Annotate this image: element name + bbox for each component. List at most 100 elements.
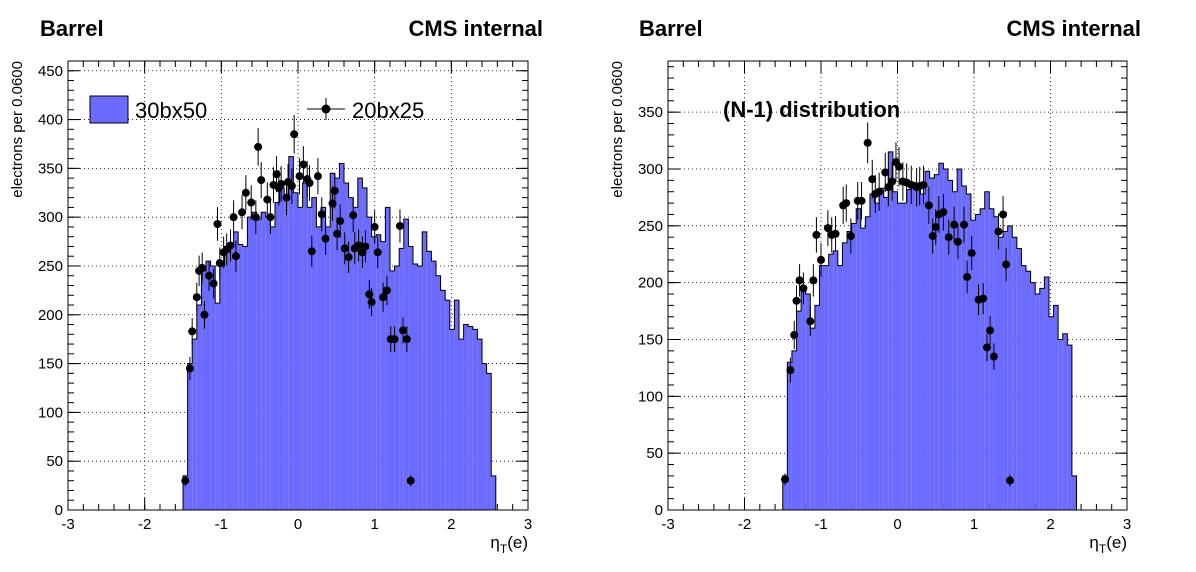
legend-label-marker: 20bx25 bbox=[352, 98, 424, 123]
histogram-bar bbox=[238, 244, 243, 511]
y-tick-label: 150 bbox=[38, 356, 63, 373]
histogram-bar bbox=[819, 265, 825, 510]
data-point bbox=[857, 196, 866, 205]
legend-swatch-marker bbox=[321, 104, 331, 114]
data-point bbox=[944, 233, 953, 242]
region-label: Barrel bbox=[40, 16, 104, 41]
histogram-bar bbox=[321, 207, 326, 511]
y-tick-label: 350 bbox=[38, 160, 63, 177]
histogram-bar bbox=[339, 163, 344, 510]
histogram-bar bbox=[229, 246, 234, 510]
data-point bbox=[950, 220, 959, 229]
histogram-bar bbox=[1007, 225, 1013, 510]
histogram-bar bbox=[1021, 265, 1027, 510]
data-point bbox=[266, 213, 275, 222]
data-point bbox=[931, 222, 940, 231]
experiment-label: CMS internal bbox=[1007, 16, 1141, 41]
data-point bbox=[257, 176, 266, 185]
data-point bbox=[295, 172, 304, 181]
histogram-bar bbox=[256, 219, 262, 510]
histogram-bar bbox=[957, 168, 962, 510]
histogram-bar bbox=[196, 305, 202, 510]
histogram-bar bbox=[1012, 237, 1017, 510]
data-point bbox=[238, 208, 247, 217]
x-tick-label: 2 bbox=[1046, 516, 1054, 533]
data-point bbox=[305, 179, 314, 188]
data-point bbox=[282, 193, 291, 202]
histogram-bar bbox=[1026, 271, 1031, 510]
histogram-bar bbox=[1048, 316, 1054, 510]
histogram-bar bbox=[782, 475, 788, 510]
data-point bbox=[963, 272, 972, 281]
histogram-bar bbox=[897, 203, 903, 510]
histogram-bar bbox=[814, 305, 820, 510]
y-tick-label: 200 bbox=[638, 275, 663, 292]
data-point bbox=[881, 168, 890, 177]
histogram-bar bbox=[265, 217, 271, 510]
histogram-bar bbox=[833, 250, 838, 510]
data-point bbox=[361, 242, 370, 251]
data-point bbox=[846, 232, 855, 241]
data-point bbox=[809, 276, 818, 285]
histogram-bar bbox=[869, 193, 875, 510]
histogram-bar bbox=[791, 350, 797, 510]
histogram-bar bbox=[482, 363, 487, 510]
histogram-bar bbox=[824, 265, 829, 510]
histogram-bar bbox=[842, 242, 848, 510]
histogram-bar bbox=[192, 339, 197, 510]
histogram-bar bbox=[1067, 345, 1072, 510]
histogram-bar bbox=[270, 226, 275, 510]
histogram-bar bbox=[874, 203, 880, 510]
histogram-bar bbox=[865, 216, 870, 510]
y-tick-label: 150 bbox=[638, 331, 663, 348]
data-point bbox=[895, 162, 904, 171]
histogram-bar bbox=[436, 275, 441, 510]
histogram-outline bbox=[782, 151, 1078, 510]
y-tick-label: 0 bbox=[655, 502, 663, 519]
histogram-bar bbox=[847, 231, 852, 510]
histogram-bar bbox=[911, 182, 916, 510]
histogram-bar bbox=[952, 191, 958, 511]
histogram-bar bbox=[805, 294, 811, 510]
histogram-bar bbox=[486, 373, 492, 510]
histogram-bar bbox=[298, 207, 303, 511]
histogram-bar bbox=[998, 237, 1004, 510]
x-tick-label: 0 bbox=[893, 516, 901, 533]
panel-annotation: (N-1) distribution bbox=[723, 97, 900, 122]
data-point bbox=[205, 271, 214, 280]
data-point bbox=[254, 142, 263, 151]
histogram-bar bbox=[947, 180, 953, 510]
histogram-bar bbox=[334, 178, 340, 510]
histogram-bar bbox=[311, 197, 317, 511]
x-tick-label: -2 bbox=[138, 516, 151, 533]
data-point bbox=[340, 244, 349, 253]
histogram-bar bbox=[316, 226, 321, 510]
histogram-bar bbox=[440, 290, 446, 510]
histogram-bar bbox=[431, 261, 436, 510]
y-tick-label: 50 bbox=[646, 445, 663, 462]
data-point bbox=[251, 213, 260, 222]
data-point bbox=[241, 188, 250, 197]
histogram-bar bbox=[1044, 276, 1049, 510]
data-point bbox=[812, 230, 821, 239]
data-point bbox=[967, 249, 976, 258]
data-point bbox=[863, 138, 872, 147]
histogram-bar bbox=[468, 326, 473, 510]
y-tick-label: 300 bbox=[638, 161, 663, 178]
y-axis-label: electrons per 0.0600 bbox=[609, 61, 626, 198]
histogram-bar bbox=[445, 300, 450, 510]
region-label: Barrel bbox=[639, 16, 703, 41]
data-point bbox=[379, 293, 388, 302]
data-point bbox=[321, 234, 330, 243]
histogram-bar bbox=[1016, 248, 1022, 511]
data-point bbox=[209, 279, 218, 288]
x-axis-label-suffix: (e) bbox=[1106, 533, 1127, 552]
data-point bbox=[181, 476, 190, 485]
data-point bbox=[999, 210, 1008, 219]
histogram-bar bbox=[325, 226, 331, 510]
data-point bbox=[868, 175, 877, 184]
histogram-bar bbox=[961, 186, 967, 511]
histogram-bar bbox=[288, 156, 294, 510]
data-point bbox=[786, 366, 795, 375]
